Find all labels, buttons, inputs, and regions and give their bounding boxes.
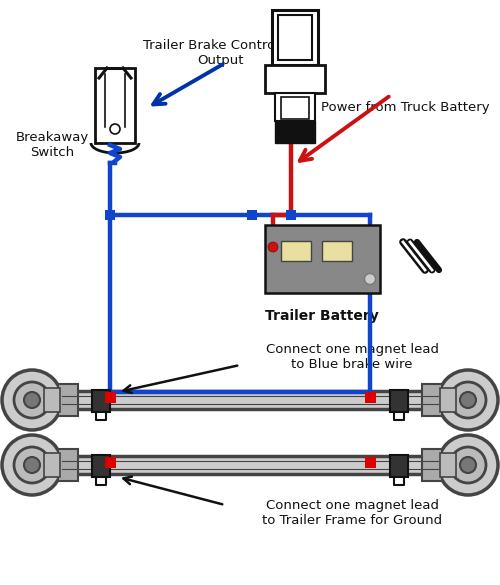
Bar <box>281 97 309 119</box>
Bar <box>275 121 315 143</box>
Bar <box>440 453 456 477</box>
Bar <box>105 457 116 468</box>
Bar <box>422 384 442 416</box>
Bar <box>44 453 60 477</box>
Bar <box>62 391 438 409</box>
Bar <box>92 390 110 412</box>
Circle shape <box>364 274 376 284</box>
Bar <box>322 241 352 261</box>
Circle shape <box>460 457 476 473</box>
Circle shape <box>14 447 50 483</box>
Bar <box>365 457 376 468</box>
Bar <box>286 210 296 220</box>
Circle shape <box>2 370 62 430</box>
Bar <box>62 456 438 474</box>
Bar <box>265 65 325 93</box>
Circle shape <box>24 457 40 473</box>
Circle shape <box>14 382 50 418</box>
Bar <box>440 388 456 412</box>
Bar <box>105 210 115 220</box>
Text: Breakaway
Switch: Breakaway Switch <box>16 131 88 159</box>
Bar <box>422 449 442 481</box>
Circle shape <box>24 392 40 408</box>
Bar <box>44 388 60 412</box>
Bar <box>58 449 78 481</box>
Circle shape <box>110 124 120 134</box>
Bar <box>275 93 315 121</box>
Text: Trailer Battery: Trailer Battery <box>265 309 379 323</box>
Bar <box>247 210 257 220</box>
Bar <box>272 10 318 65</box>
Circle shape <box>2 435 62 495</box>
Bar <box>265 225 380 293</box>
Circle shape <box>438 435 498 495</box>
Bar <box>281 241 311 261</box>
Text: Trailer Brake Controller
Output: Trailer Brake Controller Output <box>144 39 297 67</box>
Bar <box>92 455 110 477</box>
Bar <box>58 384 78 416</box>
Text: Power from Truck Battery: Power from Truck Battery <box>322 101 490 113</box>
Bar <box>278 15 312 60</box>
Circle shape <box>460 392 476 408</box>
Bar <box>390 455 408 477</box>
Circle shape <box>450 382 486 418</box>
Bar <box>365 392 376 403</box>
Text: Connect one magnet lead
to Trailer Frame for Ground: Connect one magnet lead to Trailer Frame… <box>262 499 442 527</box>
Bar <box>105 392 116 403</box>
Text: Connect one magnet lead
to Blue brake wire: Connect one magnet lead to Blue brake wi… <box>266 343 438 371</box>
Bar <box>95 68 135 143</box>
Circle shape <box>438 370 498 430</box>
Bar <box>390 390 408 412</box>
Circle shape <box>268 242 278 252</box>
Circle shape <box>450 447 486 483</box>
